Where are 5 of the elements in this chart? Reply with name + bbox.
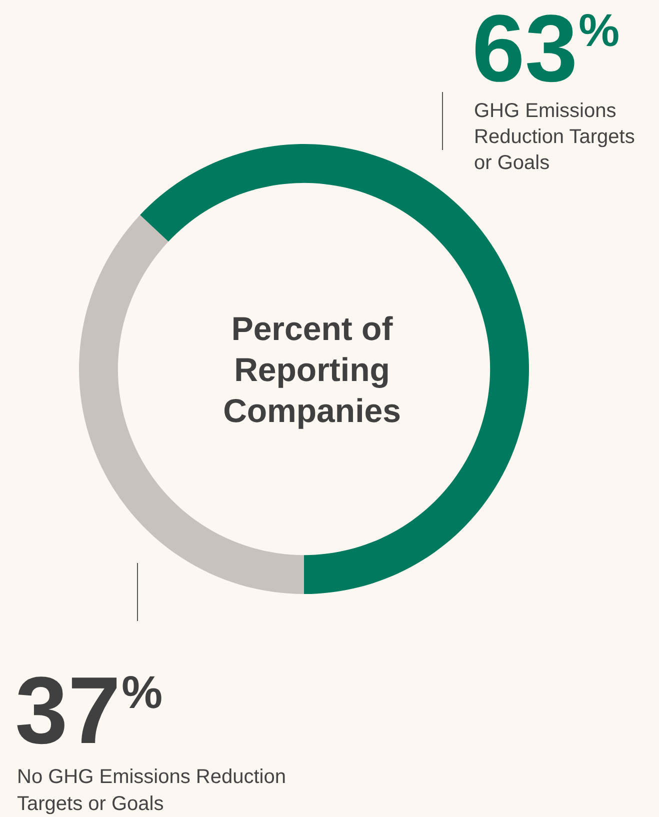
data-label: 63%	[472, 0, 620, 102]
data-label: 37%	[15, 658, 163, 764]
slice-label: GHG Emissions Reduction Targets or Goals	[474, 100, 635, 174]
text: Percent of Reporting Companies	[223, 310, 401, 429]
slice-label: No GHG Emissions Reduction Targets or Goals	[17, 766, 286, 815]
